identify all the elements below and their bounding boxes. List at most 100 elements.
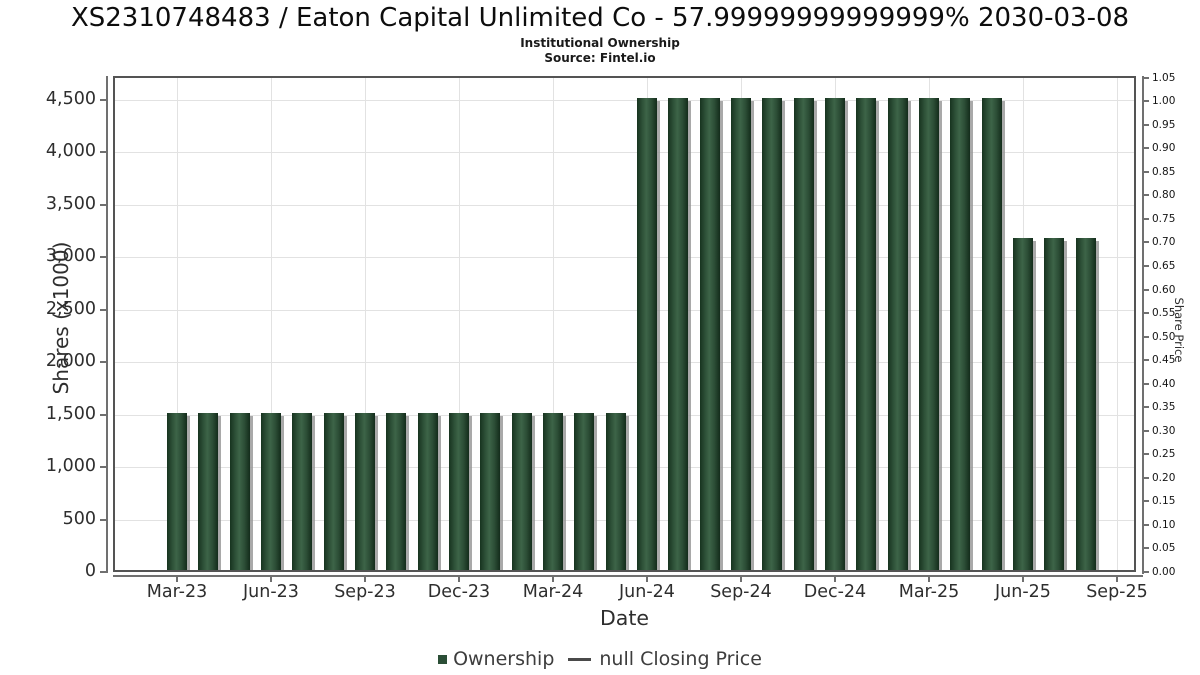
right-axis-tick	[1144, 264, 1149, 267]
right-axis-tick-label: 0.00	[1152, 566, 1176, 578]
ownership-bar	[292, 412, 313, 570]
x-gridline	[270, 78, 272, 570]
right-axis-tick	[1144, 241, 1149, 244]
chart-source: Source: Fintel.io	[544, 51, 656, 65]
x-axis-tick	[927, 577, 930, 582]
x-gridline	[458, 78, 460, 570]
ownership-bar	[574, 412, 595, 570]
left-axis-tick-label: 4,500	[45, 88, 96, 109]
ownership-bar	[198, 412, 219, 570]
right-axis-tick-label: 0.65	[1152, 259, 1176, 272]
x-axis-tick-label: Jun-23	[243, 582, 299, 602]
left-axis-tick-label: 3,000	[45, 246, 96, 267]
right-axis-tick-label: 0.80	[1152, 189, 1176, 202]
closing-price-series-label: null Closing Price	[599, 648, 762, 670]
plot-area	[113, 76, 1136, 572]
ownership-bar	[824, 97, 845, 570]
x-axis-tick	[739, 577, 742, 582]
x-axis-tick-label: Dec-24	[803, 582, 867, 602]
right-axis-tick	[1144, 312, 1149, 315]
right-axis-tick	[1144, 217, 1149, 220]
right-axis-tick	[1144, 500, 1149, 503]
ownership-bar	[1075, 238, 1096, 570]
x-axis-tick-label: Jun-25	[995, 582, 1051, 602]
chart-title: XS2310748483 / Eaton Capital Unlimited C…	[70, 3, 1130, 33]
y-gridline	[115, 99, 1134, 101]
right-axis-tick	[1144, 476, 1149, 479]
ownership-bar	[793, 97, 814, 570]
left-axis-tick-label: 500	[62, 508, 96, 529]
right-axis-tick	[1144, 123, 1149, 126]
left-axis-tick	[100, 98, 106, 101]
y-gridline	[115, 309, 1134, 311]
closing-price-series-line	[568, 657, 592, 661]
left-axis-tick	[100, 203, 106, 206]
chart-legend: Ownership null Closing Price	[0, 646, 1200, 672]
left-axis-tick-label: 4,000	[45, 141, 96, 162]
right-axis-tick	[1144, 288, 1149, 291]
right-axis-tick	[1144, 170, 1149, 173]
ownership-bar	[323, 412, 344, 570]
right-axis-tick	[1144, 382, 1149, 385]
right-axis-tick-label: 0.75	[1152, 212, 1176, 225]
ownership-bar	[950, 97, 971, 570]
right-axis-tick	[1144, 547, 1149, 550]
ownership-bar	[636, 97, 657, 570]
ownership-bar	[448, 412, 469, 570]
ownership-bar	[856, 97, 877, 570]
ownership-bar	[386, 412, 407, 570]
ownership-bar	[167, 412, 187, 570]
right-axis-tick-label: 0.55	[1152, 307, 1176, 320]
left-axis-tick	[100, 361, 106, 364]
right-axis-tick-label: 1.00	[1152, 95, 1176, 108]
ownership-bar	[480, 412, 501, 570]
y-gridline	[115, 257, 1134, 259]
right-axis-tick-label: 0.45	[1152, 354, 1176, 367]
right-axis-tick	[1144, 100, 1149, 103]
ownership-bar	[981, 97, 1002, 570]
ownership-series-label: Ownership	[453, 648, 555, 670]
x-axis-tick	[1021, 577, 1024, 582]
x-axis-tick	[363, 577, 366, 582]
left-axis-tick	[100, 571, 106, 573]
right-axis-tick-label: 0.85	[1152, 165, 1176, 178]
x-gridline	[1116, 78, 1118, 570]
right-axis-title: Share Price	[1172, 297, 1186, 363]
bottom-axis-line	[113, 575, 1143, 577]
right-axis-tick-label: 0.60	[1152, 283, 1176, 296]
x-gridline	[552, 78, 554, 570]
right-axis-line	[1142, 76, 1144, 574]
right-axis-tick	[1144, 76, 1149, 79]
ownership-bar	[260, 412, 281, 570]
x-axis-tick	[176, 577, 178, 582]
ownership-bar	[918, 97, 939, 570]
right-axis-tick-label: 0.90	[1152, 142, 1176, 155]
ownership-bar	[699, 97, 720, 570]
y-gridline	[115, 152, 1134, 154]
right-axis-tick	[1144, 335, 1149, 338]
x-gridline	[364, 78, 366, 570]
left-axis-tick-label: 1,500	[45, 403, 96, 424]
left-axis-tick	[100, 466, 106, 469]
right-axis-tick-label: 0.20	[1152, 471, 1176, 484]
right-axis-tick-label: 0.15	[1152, 495, 1176, 508]
ownership-series-swatch	[438, 654, 448, 664]
x-axis-tick	[551, 577, 554, 582]
ownership-bar	[511, 412, 532, 570]
ownership-bar	[229, 412, 250, 570]
chart-subtitle: Institutional Ownership	[520, 36, 680, 50]
ownership-bar	[417, 412, 438, 570]
x-axis-tick-label: Mar-25	[898, 582, 960, 602]
x-axis-tick	[1115, 577, 1118, 582]
right-axis-tick-label: 0.10	[1152, 518, 1176, 531]
ownership-bar	[730, 97, 751, 570]
left-axis-tick	[100, 518, 106, 521]
right-axis-tick-label: 0.05	[1152, 542, 1176, 555]
right-axis-tick	[1144, 147, 1149, 150]
x-axis-title: Date	[600, 606, 649, 630]
y-gridline	[115, 204, 1134, 206]
right-axis-tick	[1144, 359, 1149, 362]
x-axis-tick	[269, 577, 272, 582]
left-axis-tick	[100, 308, 106, 311]
left-axis-tick-label: 3,500	[45, 193, 96, 214]
